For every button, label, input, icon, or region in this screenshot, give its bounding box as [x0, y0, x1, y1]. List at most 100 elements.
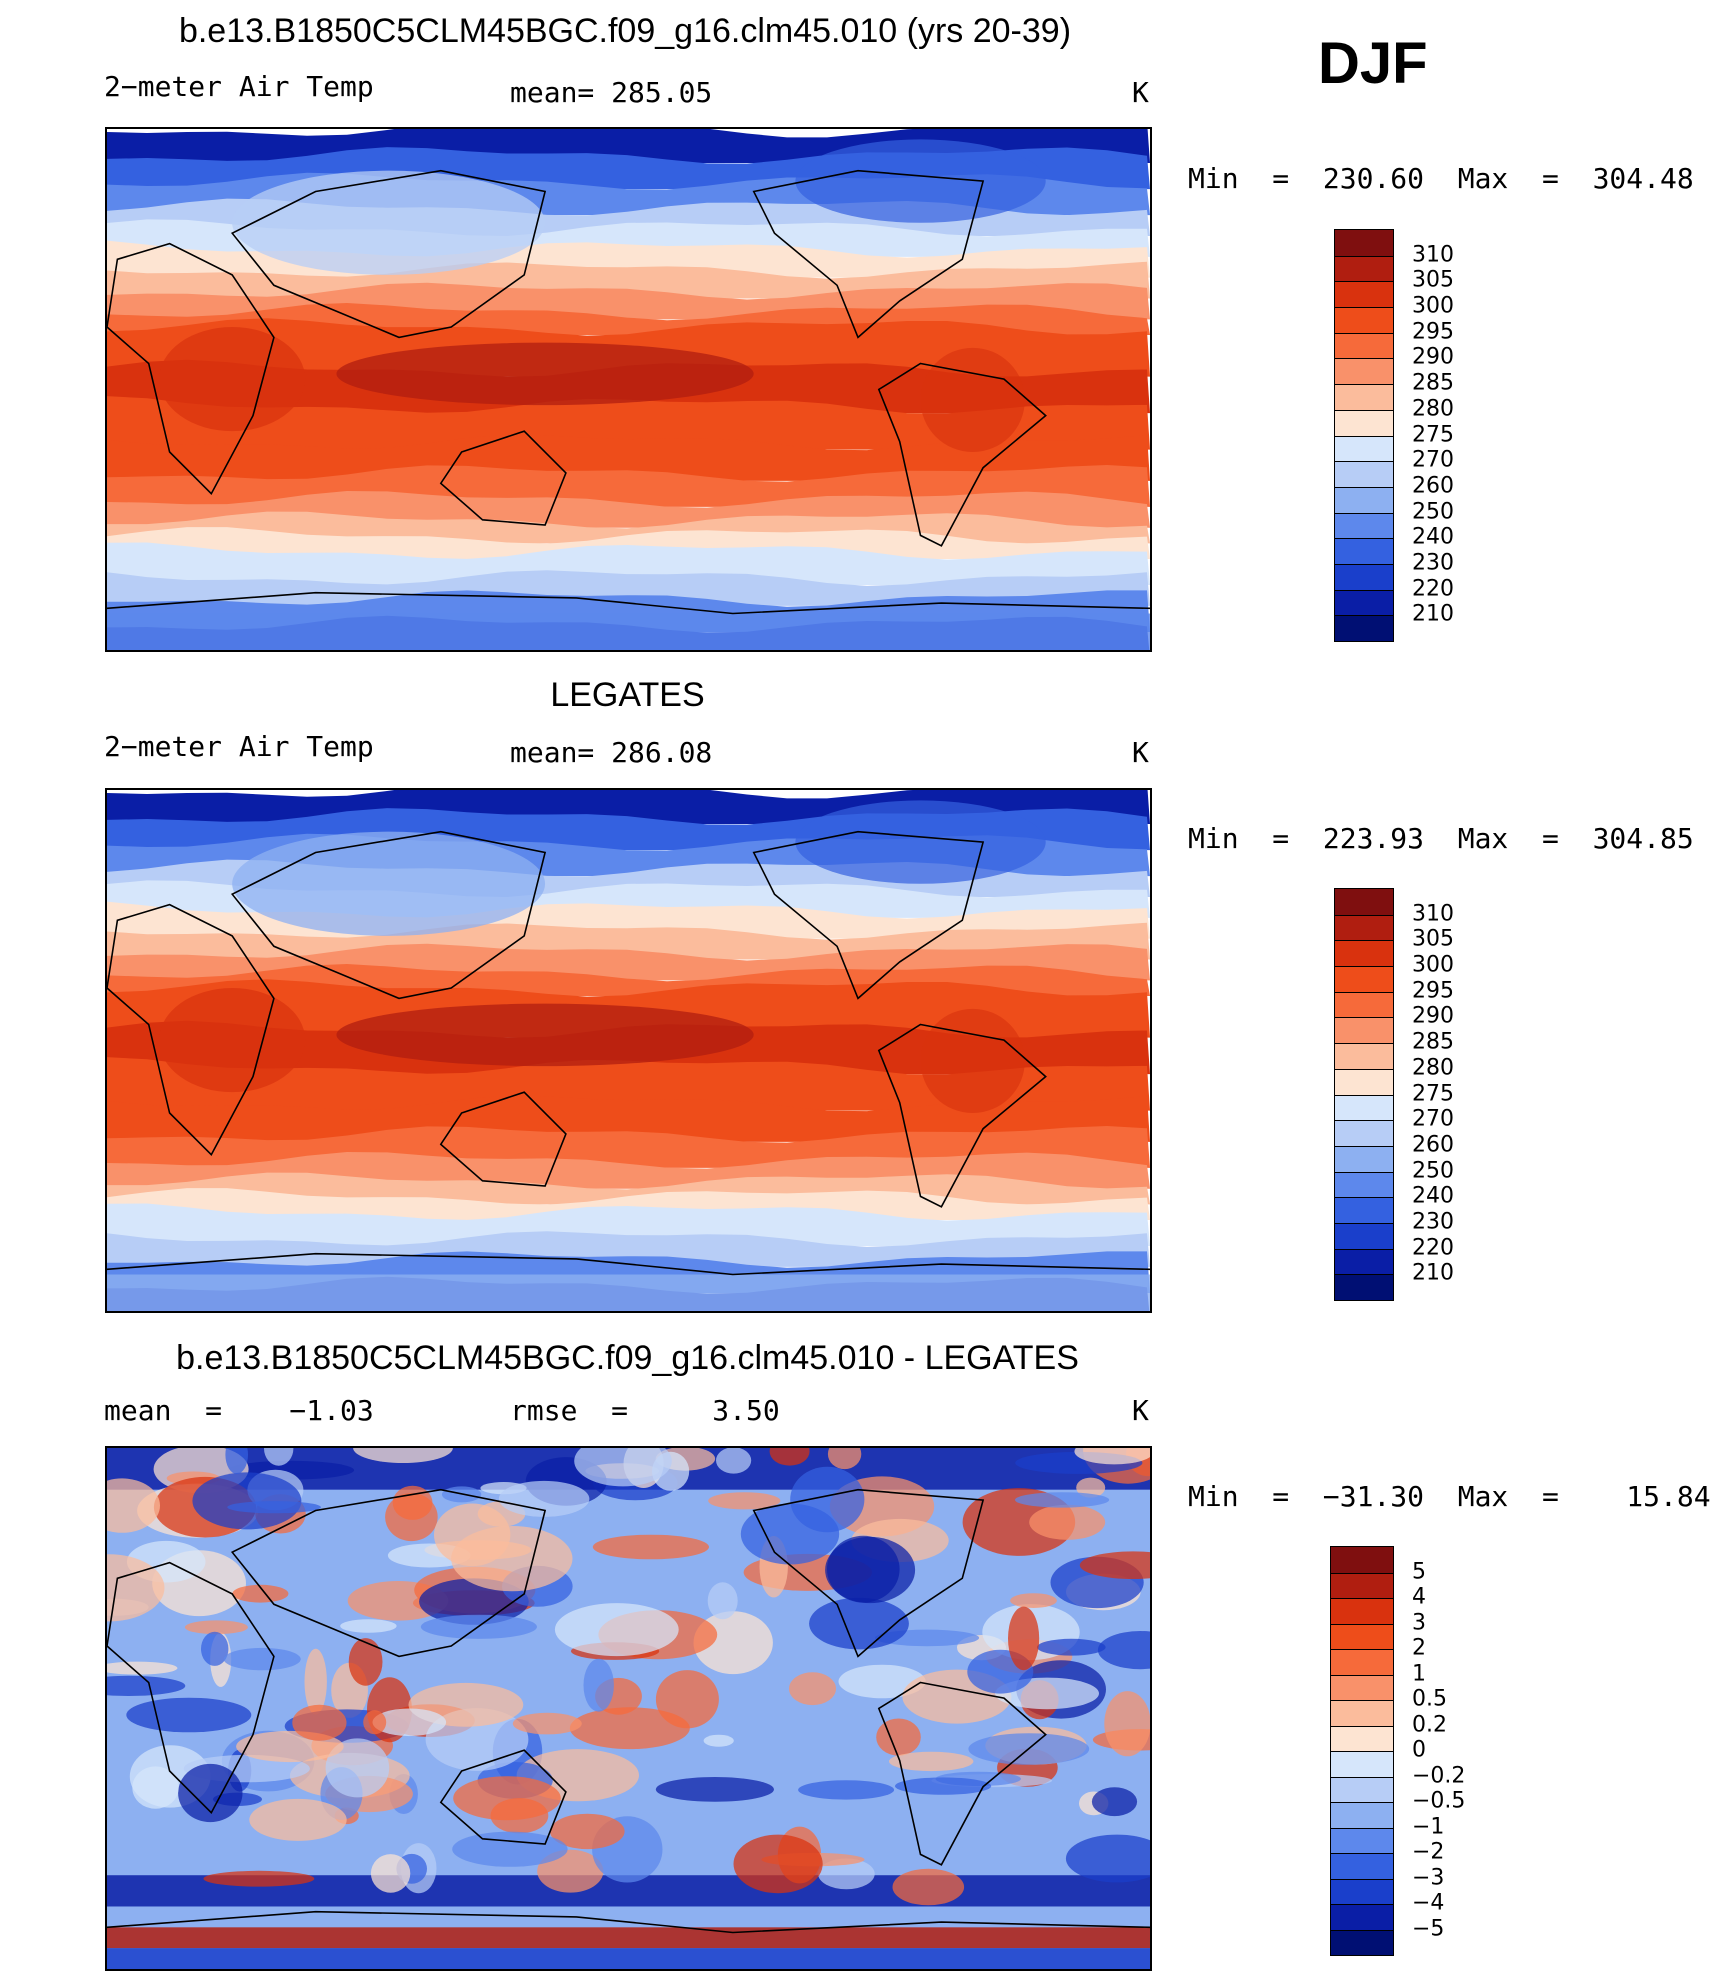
- colorbar-tick-label: −0.2: [1412, 1763, 1466, 1788]
- colorbar-swatch: [1335, 1248, 1393, 1275]
- warm-region: [920, 347, 1025, 453]
- panel-2-map: [105, 788, 1152, 1313]
- diff-blob: [569, 1707, 690, 1750]
- diff-blob: [876, 1718, 921, 1756]
- diff-blob: [107, 1661, 178, 1675]
- diff-blob: [895, 1777, 992, 1795]
- warm-pool: [336, 342, 754, 406]
- season-label: DJF: [1318, 31, 1428, 96]
- panel-3-minmax: Min = −31.30 Max = 15.84: [1188, 1480, 1710, 1513]
- cold-region: [795, 139, 1046, 223]
- colorbar-swatch: [1331, 1878, 1393, 1904]
- temperature-band: [107, 1231, 1150, 1267]
- coastline: [107, 591, 1150, 615]
- panel-2-minmax: Min = 223.93 Max = 304.85: [1188, 822, 1694, 855]
- colorbar-tick-label: 2: [1412, 1635, 1426, 1661]
- panel-3-map: [105, 1446, 1152, 1971]
- colorbar-swatch: [1331, 1904, 1393, 1930]
- colorbar-tick-label: 290: [1412, 344, 1454, 370]
- diff-blob: [1104, 1691, 1150, 1757]
- colorbar-swatch: [1331, 1572, 1393, 1598]
- diff-blob: [1076, 1477, 1106, 1498]
- coastline: [439, 1091, 567, 1187]
- diff-blob: [452, 1831, 568, 1867]
- colorbar-swatch: [1335, 409, 1393, 436]
- warm-region: [159, 987, 306, 1093]
- diff-blob: [126, 1697, 252, 1733]
- panel-2-mean-label: mean= 286.08: [510, 736, 713, 769]
- colorbar-tick-label: 250: [1412, 499, 1454, 525]
- diff-blob: [818, 1858, 875, 1890]
- antarctic-band: [107, 613, 1150, 650]
- colorbar-swatch: [1335, 230, 1393, 256]
- diff-blob: [227, 1501, 321, 1514]
- panel-3-map-field: [107, 1448, 1150, 1969]
- colorbar-swatch: [1335, 615, 1393, 641]
- diff-blob: [827, 1448, 862, 1470]
- diff-blob: [550, 1813, 625, 1850]
- temperature-band: [107, 570, 1150, 606]
- colorbar-tick-label: 0.5: [1412, 1686, 1447, 1712]
- colorbar-swatch: [1335, 914, 1393, 941]
- colorbar-tick-label: 275: [1412, 422, 1454, 447]
- panel-1-title: b.e13.B1850C5CLM45BGC.f09_g16.clm45.010 …: [178, 12, 1072, 50]
- coastline: [877, 362, 1047, 547]
- colorbar-tick-label: 295: [1412, 319, 1454, 345]
- colorbar-tick-label: 1: [1412, 1661, 1426, 1686]
- colorbar-tick-label: −4: [1412, 1890, 1445, 1916]
- warm-region: [920, 1008, 1025, 1114]
- diff-blob: [1010, 1593, 1057, 1608]
- colorbar-tick-label: 275: [1412, 1081, 1454, 1106]
- colorbar-swatch: [1335, 332, 1393, 359]
- colorbar-tick-label: −3: [1412, 1865, 1445, 1890]
- colorbar-swatch: [1335, 1120, 1393, 1146]
- diff-blob: [703, 1734, 734, 1747]
- colorbar-swatch: [1335, 358, 1393, 385]
- colorbar-swatch: [1335, 1068, 1393, 1095]
- coastline: [107, 1561, 275, 1815]
- colorbar-swatch: [1335, 1274, 1393, 1300]
- diff-blob: [1037, 1638, 1106, 1656]
- colorbar-swatch: [1331, 1700, 1393, 1726]
- colorbar-swatch: [1335, 1197, 1393, 1223]
- colorbar-tick-label: 4: [1412, 1584, 1426, 1610]
- diff-blob: [203, 1870, 315, 1887]
- coastline: [439, 430, 567, 526]
- colorbar-swatch: [1335, 435, 1393, 462]
- colorbar-swatch: [1335, 563, 1393, 590]
- panel-3-colorbar: [1330, 1546, 1394, 1956]
- colorbar-swatch: [1331, 1751, 1393, 1777]
- diff-blob: [304, 1648, 327, 1715]
- colorbar-swatch: [1335, 1094, 1393, 1121]
- diff-blob: [1065, 1834, 1150, 1883]
- panel-2-units-label: K: [1132, 736, 1149, 769]
- colorbar-swatch: [1331, 1649, 1393, 1675]
- colorbar-swatch: [1335, 486, 1393, 513]
- colorbar-tick-label: −5: [1412, 1916, 1445, 1941]
- diff-blob: [223, 1647, 301, 1671]
- diff-blob: [498, 1480, 590, 1517]
- panel-1-map-field: [107, 129, 1150, 650]
- diff-blob: [107, 1478, 160, 1533]
- colorbar-tick-label: 260: [1412, 473, 1454, 499]
- diff-blob: [1015, 1492, 1110, 1508]
- diff-blob: [184, 1620, 248, 1635]
- colorbar-tick-label: 310: [1412, 242, 1454, 268]
- panel-2-colorbar: [1334, 888, 1394, 1301]
- panel-2-title: LEGATES: [550, 676, 705, 714]
- diff-blob: [827, 1535, 900, 1603]
- diff-blob: [583, 1658, 614, 1712]
- colorbar-swatch: [1335, 538, 1393, 564]
- colorbar-tick-label: 220: [1412, 1235, 1454, 1261]
- diff-blob: [192, 1472, 302, 1530]
- diff-blob: [1008, 1606, 1040, 1671]
- diff-blob: [789, 1672, 836, 1706]
- temperature-band: [107, 1188, 1150, 1221]
- diff-blob: [372, 1708, 447, 1737]
- coastline: [752, 1488, 985, 1658]
- colorbar-tick-label: 0: [1412, 1737, 1426, 1763]
- colorbar-swatch: [1331, 1623, 1393, 1649]
- panel-1-variable-label: 2−meter Air Temp: [104, 70, 374, 103]
- coastline: [877, 1681, 1047, 1866]
- colorbar-tick-label: 295: [1412, 978, 1454, 1004]
